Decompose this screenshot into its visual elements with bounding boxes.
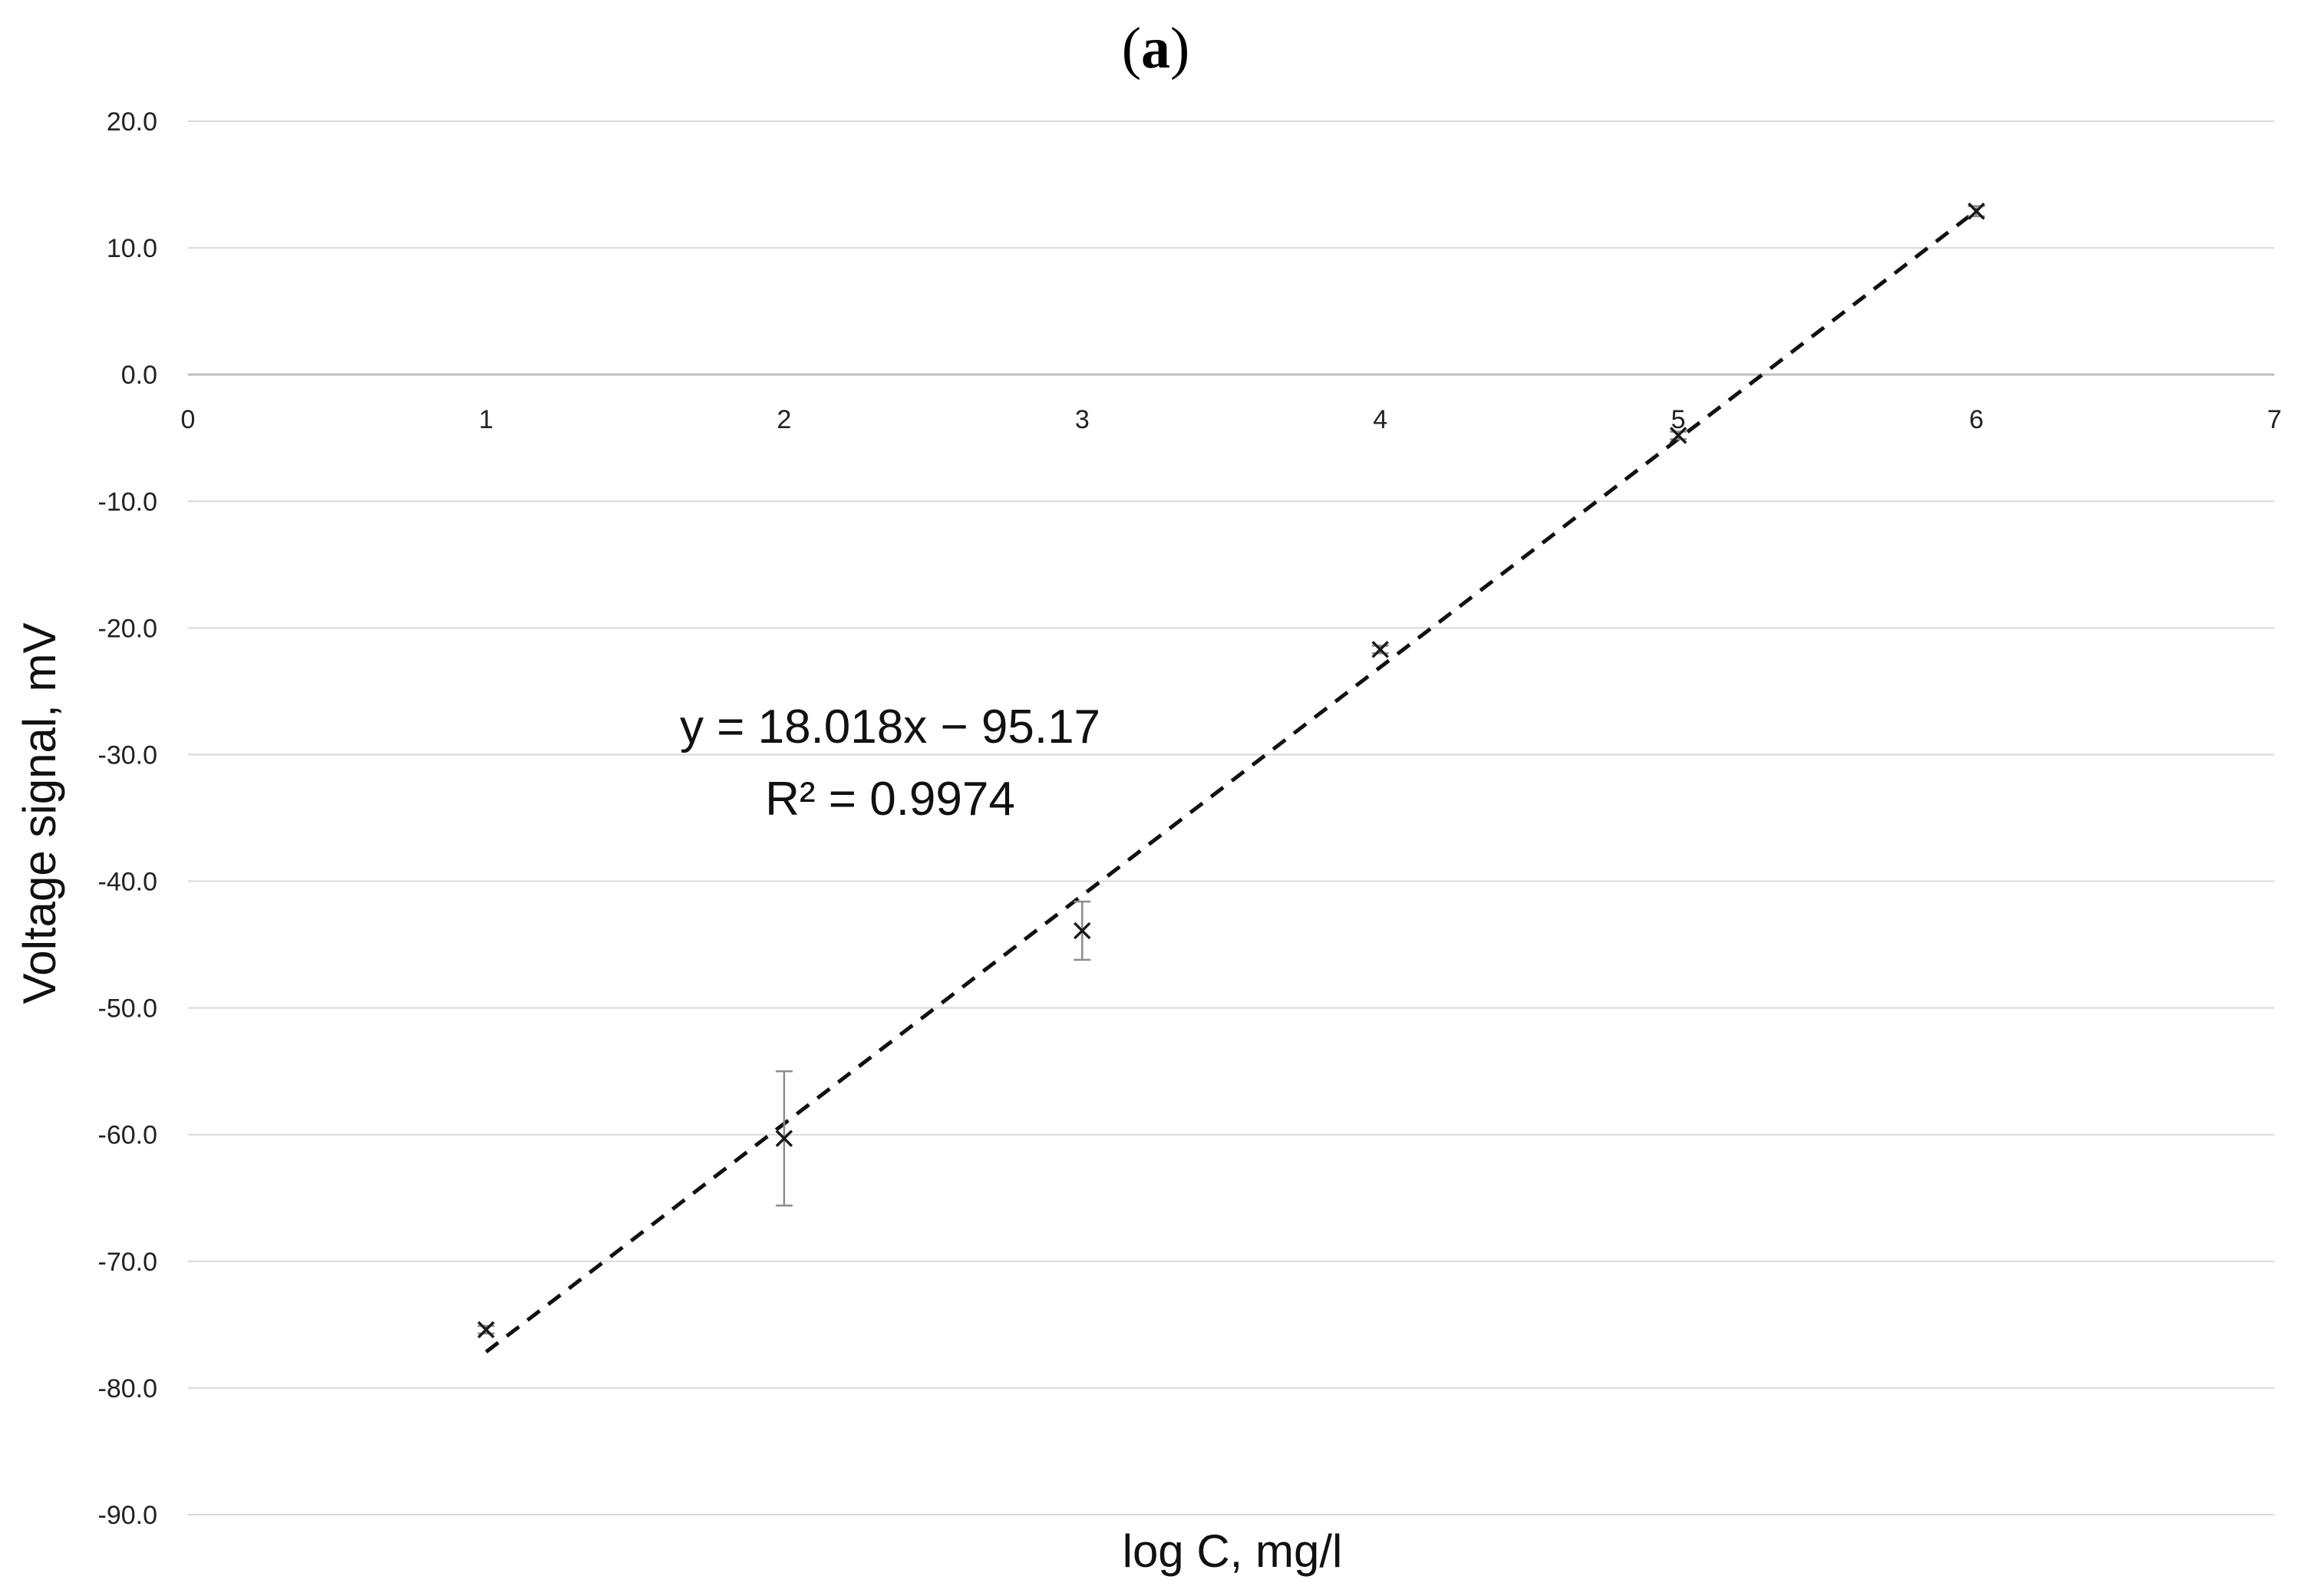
trendline-layer <box>484 209 1978 1354</box>
data-point-stroke <box>1669 427 1687 444</box>
y-tick-label: -20.0 <box>98 614 158 643</box>
x-tick-label: 7 <box>2268 405 2282 434</box>
data-point <box>1968 202 1985 220</box>
data-point <box>1371 641 1389 658</box>
trendline-equation: y = 18.018x − 95.17 <box>680 701 1100 753</box>
panel-label: (a) <box>1122 16 1190 81</box>
y-tick-label: -40.0 <box>98 868 158 897</box>
data-point-stroke <box>1074 922 1091 940</box>
x-tick-labels: 0 1 2 3 4 5 6 7 <box>181 405 2282 434</box>
y-tick-label: 0.0 <box>121 361 157 390</box>
data-point-stroke <box>1371 641 1389 658</box>
x-tick-label: 1 <box>479 405 493 434</box>
gridlines <box>188 120 2274 1515</box>
y-tick-label: 20.0 <box>107 107 157 137</box>
y-tick-label: -80.0 <box>98 1374 158 1403</box>
y-tick-label: -30.0 <box>98 740 158 770</box>
panel-label-open: ( <box>1122 16 1141 81</box>
trendline-r-squared: R² = 0.9974 <box>765 773 1015 826</box>
y-axis-title: Voltage signal, mV <box>14 623 65 1004</box>
panel-label-close: ) <box>1170 16 1189 81</box>
panel-label-letter: a <box>1141 16 1170 81</box>
y-tick-labels: 20.0 10.0 0.0 -10.0 -20.0 -30.0 -40.0 -50.0 -60.… <box>98 107 158 1530</box>
trendline <box>484 209 1978 1354</box>
x-tick-label: 2 <box>777 405 791 434</box>
x-tick-label: 5 <box>1671 405 1686 434</box>
x-tick-label: 3 <box>1075 405 1090 434</box>
x-axis-title: log C, mg/l <box>1123 1525 1343 1577</box>
data-point <box>775 1129 793 1147</box>
data-point-stroke <box>775 1129 793 1147</box>
y-tick-label: -70.0 <box>98 1248 158 1277</box>
x-tick-label: 6 <box>1969 405 1984 434</box>
x-tick-label: 0 <box>181 405 196 434</box>
data-point <box>1669 427 1687 444</box>
y-tick-label: -50.0 <box>98 994 158 1024</box>
data-point <box>477 1321 495 1339</box>
data-points <box>477 202 1985 1339</box>
y-tick-label: -10.0 <box>98 487 158 516</box>
data-point-stroke <box>477 1321 495 1339</box>
y-tick-label: -90.0 <box>98 1501 158 1530</box>
data-point <box>1074 922 1091 940</box>
data-point-stroke <box>1968 202 1985 220</box>
y-tick-label: 10.0 <box>107 234 157 263</box>
x-tick-label: 4 <box>1373 405 1387 434</box>
y-tick-label: -60.0 <box>98 1121 158 1150</box>
